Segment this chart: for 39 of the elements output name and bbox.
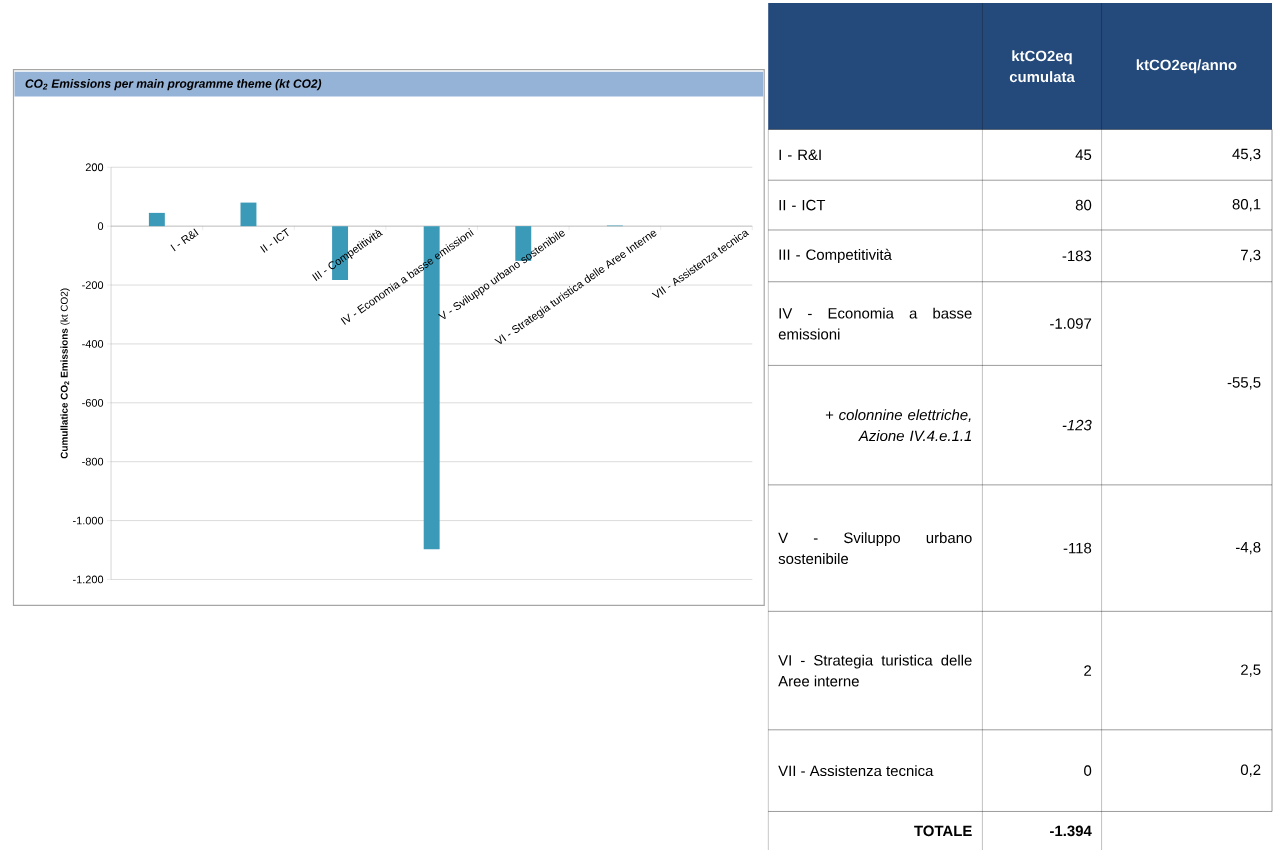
text: -118: [1063, 542, 1092, 554]
text: TOTALE: [914, 825, 972, 837]
x-tick-label: I - R&I: [170, 228, 199, 252]
bar: [148, 212, 165, 226]
text: -123: [1062, 419, 1092, 431]
text: 80: [1075, 199, 1092, 211]
text: -55,5: [1227, 377, 1261, 390]
y-tick-label: 0: [97, 222, 104, 230]
text: 45,3: [1232, 148, 1261, 161]
y-tick-label: 200: [85, 163, 104, 171]
text: I - R&I: [779, 149, 821, 160]
text: ktCO2eq/anno: [1136, 59, 1237, 74]
text: ktCO2eq cumulata: [1009, 50, 1075, 82]
y-tick-label: -1.200: [73, 575, 104, 584]
text: 0,2: [1240, 764, 1261, 777]
text: -1.097: [1050, 318, 1092, 329]
chart-title: CO$_{2}$ Emissions per main programme theme (kt CO2): [25, 78, 322, 91]
text: + colonnine elettriche, Azione IV.4.e.1.1: [825, 409, 972, 441]
text: -183: [1062, 250, 1092, 262]
text: II - ICT: [779, 199, 826, 211]
y-tick-label: -1.000: [73, 516, 104, 525]
text: 7,3: [1241, 249, 1261, 262]
text: -1.394: [1050, 825, 1092, 837]
y-tick-label: -600: [82, 398, 104, 407]
x-tick-label: II - ICT: [260, 227, 289, 253]
text: -4,8: [1236, 541, 1261, 555]
text: 2,5: [1241, 664, 1261, 677]
text: VI - Strategia turistica delle Aree interne: [778, 654, 972, 687]
text: 80,1: [1232, 198, 1261, 212]
y-tick-label: -400: [82, 339, 104, 348]
text: VII - Assistenza tecnica: [778, 765, 934, 776]
y-tick-label: -800: [82, 457, 104, 466]
text: V - Sviluppo urbano sostenibile: [778, 532, 972, 564]
text: 45: [1075, 149, 1092, 160]
text: 0: [1084, 765, 1092, 776]
bar: [240, 202, 257, 226]
text: 2: [1084, 665, 1092, 676]
text: Cumullatice CO$_{2}$ Emissions (kt CO2): [60, 288, 70, 459]
y-tick-label: -200: [82, 281, 104, 289]
